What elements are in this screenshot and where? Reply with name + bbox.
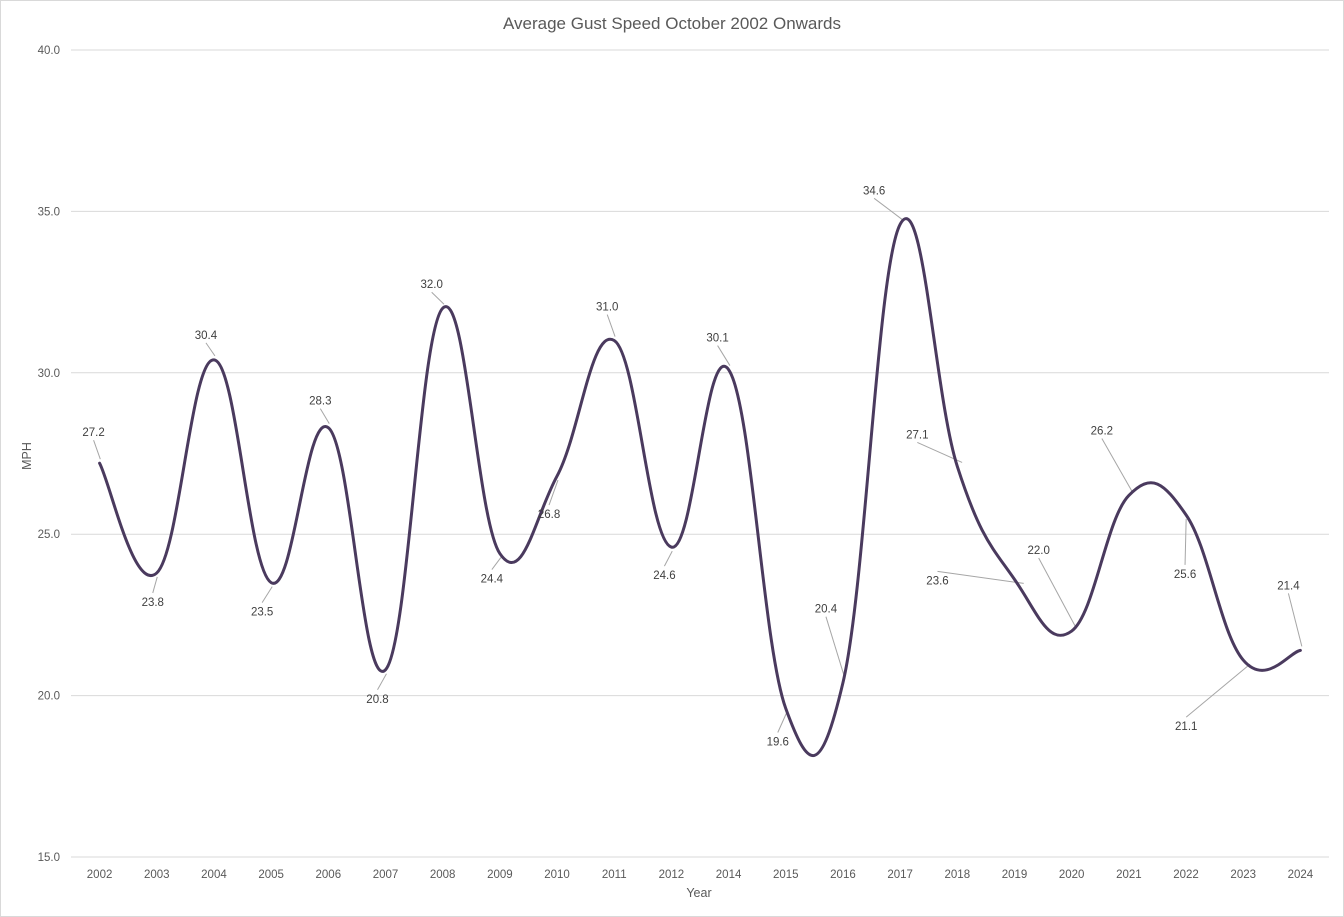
x-tick-label: 2007: [373, 869, 399, 881]
x-tick-label: 2024: [1288, 869, 1314, 881]
data-label: 30.4: [195, 330, 218, 342]
data-labels: 27.2 23.8 30.4 23.5 28.3 20.8 32.0 24.4 26.8 31.0…: [82, 185, 1300, 748]
x-tick-label: 2004: [201, 869, 227, 881]
y-tick-label: 15.0: [38, 852, 60, 864]
x-tick-label: 2021: [1116, 869, 1142, 881]
leader-line: [1185, 663, 1251, 718]
x-tick-label: 2019: [1002, 869, 1028, 881]
data-label: 20.8: [366, 694, 388, 706]
data-label: 27.1: [906, 429, 928, 441]
y-axis-title: MPH: [20, 442, 34, 470]
y-tick-label: 25.0: [38, 529, 60, 541]
leader-line: [93, 440, 101, 460]
data-label: 22.0: [1027, 545, 1049, 557]
y-tick-label: 40.0: [38, 45, 60, 57]
x-tick-label: 2008: [430, 869, 456, 881]
data-label: 26.2: [1091, 425, 1113, 437]
series-line: [98, 217, 1302, 757]
leader-line: [548, 479, 559, 506]
x-tick-label: 2023: [1230, 869, 1256, 881]
data-label: 26.8: [538, 509, 560, 521]
data-label: 27.2: [82, 427, 104, 439]
x-tick-label: 2022: [1173, 869, 1199, 881]
data-label: 20.4: [815, 604, 838, 616]
leader-line: [937, 570, 1024, 584]
leader-line: [825, 616, 846, 679]
x-tick-label: 2020: [1059, 869, 1085, 881]
leader-line: [717, 345, 731, 366]
leader-lines: [93, 197, 1303, 733]
data-label: 23.6: [926, 575, 948, 587]
data-label: 19.6: [767, 737, 789, 749]
leader-line: [152, 576, 158, 594]
leader-line: [205, 342, 216, 357]
data-label: 24.6: [653, 570, 675, 582]
chart-title: Average Gust Speed October 2002 Onwards: [503, 14, 841, 33]
leader-line: [319, 408, 330, 424]
data-label: 25.6: [1174, 569, 1196, 581]
x-tick-label: 2003: [144, 869, 170, 881]
leader-line: [663, 550, 673, 567]
leader-line: [606, 314, 616, 337]
x-tick-label: 2010: [544, 869, 570, 881]
leader-line: [491, 557, 502, 570]
leader-line: [1184, 518, 1187, 565]
leader-line: [873, 197, 904, 221]
leader-line: [377, 673, 387, 691]
leader-line: [261, 586, 273, 603]
y-tick-label: 35.0: [38, 206, 60, 218]
x-tick-label: 2006: [316, 869, 342, 881]
y-tick-label: 20.0: [38, 691, 60, 703]
data-label: 23.8: [142, 597, 164, 609]
data-label: 32.0: [420, 279, 442, 291]
gridlines: [71, 49, 1329, 858]
leader-line: [1287, 593, 1303, 647]
x-tick-label: 2014: [716, 869, 742, 881]
data-label: 31.0: [596, 302, 618, 314]
leader-line: [777, 712, 788, 733]
x-tick-label: 2018: [945, 869, 971, 881]
data-label: 30.1: [706, 333, 728, 345]
x-axis-ticks: 2002 2003 2004 2005 2006 2007 2008 2009 2010 2011…: [87, 869, 1314, 881]
leader-line: [1101, 438, 1133, 492]
leader-line: [431, 291, 445, 305]
data-label: 23.5: [251, 607, 273, 619]
x-tick-label: 2011: [602, 869, 627, 881]
data-label: 28.3: [309, 396, 331, 408]
x-tick-label: 2009: [487, 869, 513, 881]
x-tick-label: 2012: [659, 869, 685, 881]
y-tick-label: 30.0: [38, 368, 60, 380]
data-label: 21.4: [1277, 580, 1300, 592]
leader-line: [1038, 557, 1077, 628]
x-tick-label: 2002: [87, 869, 113, 881]
data-label: 34.6: [863, 185, 885, 197]
x-tick-label: 2005: [258, 869, 284, 881]
x-tick-label: 2016: [830, 869, 856, 881]
x-tick-label: 2015: [773, 869, 799, 881]
x-axis-title: Year: [686, 886, 711, 900]
data-label: 24.4: [481, 574, 504, 586]
data-label: 21.1: [1175, 721, 1197, 733]
x-tick-label: 2017: [887, 869, 913, 881]
y-axis-ticks: 15.0 20.0 25.0 30.0 35.0 40.0: [38, 45, 60, 864]
